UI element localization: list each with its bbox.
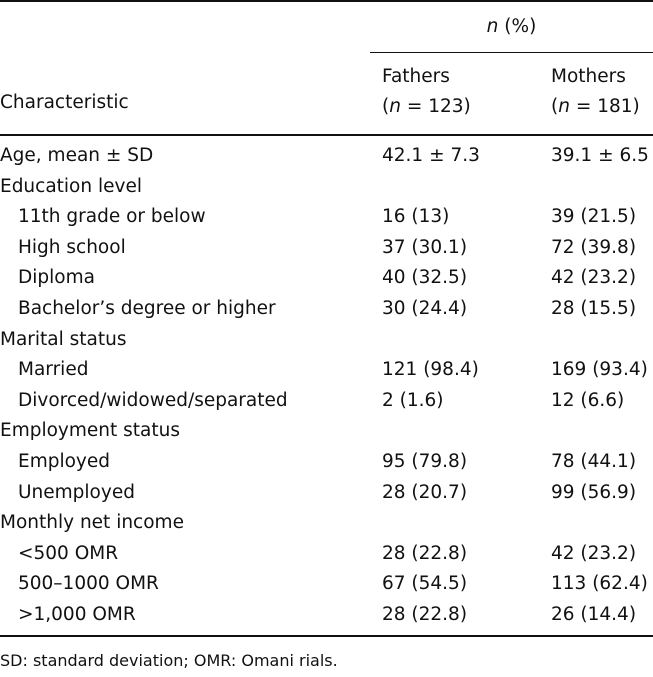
row-label: 11th grade or below bbox=[18, 206, 206, 228]
n-italic: n bbox=[486, 16, 499, 37]
fathers-n-value: = 123) bbox=[400, 96, 471, 117]
row-label: High school bbox=[18, 236, 126, 258]
table-bottom-rule bbox=[0, 635, 653, 637]
table-row: Divorced/widowed/separated 2 (1.6) 12 (6.6… bbox=[0, 390, 653, 421]
table-row: 11th grade or below 16 (13) 39 (21.5) bbox=[0, 206, 653, 237]
n-percent-header: n (%) bbox=[370, 16, 653, 38]
row-label: Bachelor’s degree or higher bbox=[18, 297, 276, 319]
table-row: Employment status bbox=[0, 420, 653, 451]
fathers-cell: 30 (24.4) bbox=[382, 297, 468, 319]
fathers-cell: 28 (22.8) bbox=[382, 603, 468, 625]
fathers-header: Fathers bbox=[382, 66, 450, 87]
table-top-rule bbox=[0, 0, 653, 2]
header-bottom-rule bbox=[0, 134, 653, 136]
row-label: Marital status bbox=[0, 328, 127, 350]
fathers-cell: 16 (13) bbox=[382, 206, 450, 228]
mothers-cell: 39.1 ± 6.5 bbox=[551, 145, 649, 166]
row-label: Education level bbox=[0, 175, 142, 197]
row-label: >1,000 OMR bbox=[18, 603, 136, 625]
fathers-cell: 28 (22.8) bbox=[382, 542, 468, 564]
row-label: Age, mean ± SD bbox=[0, 145, 154, 166]
fathers-cell: 121 (98.4) bbox=[382, 359, 479, 381]
table-row: Marital status bbox=[0, 329, 653, 360]
table-footnote: SD: standard deviation; OMR: Omani rials… bbox=[0, 651, 338, 670]
paren-open: ( bbox=[382, 96, 390, 117]
paren-open: ( bbox=[551, 96, 559, 117]
row-label: Married bbox=[18, 359, 89, 381]
table-row: Diploma 40 (32.5) 42 (23.2) bbox=[0, 267, 653, 298]
n-italic: n bbox=[558, 96, 570, 117]
mothers-n-header: (n = 181) bbox=[551, 96, 640, 118]
mothers-cell: 99 (56.9) bbox=[551, 481, 637, 503]
row-label: Diploma bbox=[18, 267, 95, 289]
mothers-cell: 39 (21.5) bbox=[551, 206, 637, 228]
table-row: Bachelor’s degree or higher 30 (24.4) 28 (… bbox=[0, 298, 653, 329]
fathers-cell: 37 (30.1) bbox=[382, 236, 468, 258]
table-row: >1,000 OMR 28 (22.8) 26 (14.4) bbox=[0, 604, 653, 635]
table-row: Age, mean ± SD 42.1 ± 7.3 39.1 ± 6.5 bbox=[0, 145, 653, 176]
mothers-cell: 42 (23.2) bbox=[551, 542, 637, 564]
row-label: <500 OMR bbox=[18, 542, 119, 564]
mothers-cell: 72 (39.8) bbox=[551, 236, 637, 258]
table-body: Age, mean ± SD 42.1 ± 7.3 39.1 ± 6.5 Educa… bbox=[0, 145, 653, 635]
table-row: Monthly net income bbox=[0, 512, 653, 543]
characteristic-header: Characteristic bbox=[0, 92, 129, 113]
table-row: Education level bbox=[0, 176, 653, 207]
row-label: Divorced/widowed/separated bbox=[18, 389, 288, 411]
mothers-header: Mothers bbox=[551, 66, 626, 87]
fathers-cell: 2 (1.6) bbox=[382, 389, 444, 411]
mothers-cell: 113 (62.4) bbox=[551, 573, 648, 595]
mothers-cell: 169 (93.4) bbox=[551, 359, 648, 381]
mothers-cell: 26 (14.4) bbox=[551, 603, 637, 625]
row-label: Employed bbox=[18, 450, 110, 472]
table-row: Unemployed 28 (20.7) 99 (56.9) bbox=[0, 482, 653, 513]
n-italic: n bbox=[389, 96, 401, 117]
fathers-cell: 42.1 ± 7.3 bbox=[382, 145, 480, 166]
table-row: High school 37 (30.1) 72 (39.8) bbox=[0, 237, 653, 268]
table-row: 500–1000 OMR 67 (54.5) 113 (62.4) bbox=[0, 573, 653, 604]
mothers-cell: 28 (15.5) bbox=[551, 297, 637, 319]
mothers-n-value: = 181) bbox=[569, 96, 640, 117]
mothers-cell: 42 (23.2) bbox=[551, 267, 637, 289]
fathers-n-header: (n = 123) bbox=[382, 96, 471, 118]
n-percent-underline bbox=[370, 52, 653, 53]
fathers-cell: 40 (32.5) bbox=[382, 267, 468, 289]
row-label: Unemployed bbox=[18, 481, 135, 503]
fathers-cell: 95 (79.8) bbox=[382, 450, 468, 472]
row-label: Monthly net income bbox=[0, 512, 184, 534]
fathers-cell: 67 (54.5) bbox=[382, 573, 468, 595]
percent-label: (%) bbox=[498, 16, 537, 37]
table-row: Employed 95 (79.8) 78 (44.1) bbox=[0, 451, 653, 482]
fathers-cell: 28 (20.7) bbox=[382, 481, 468, 503]
mothers-cell: 78 (44.1) bbox=[551, 450, 637, 472]
row-label: 500–1000 OMR bbox=[18, 573, 159, 595]
table-row: Married 121 (98.4) 169 (93.4) bbox=[0, 359, 653, 390]
mothers-cell: 12 (6.6) bbox=[551, 389, 625, 411]
row-label: Employment status bbox=[0, 420, 180, 442]
table-row: <500 OMR 28 (22.8) 42 (23.2) bbox=[0, 543, 653, 574]
